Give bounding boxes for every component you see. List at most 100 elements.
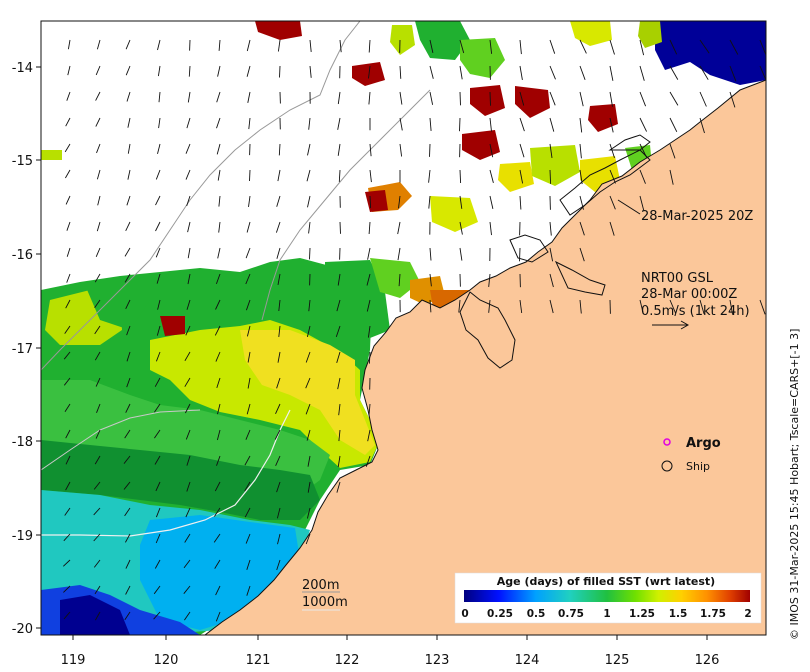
current-arrow xyxy=(275,455,281,466)
sst-patch-yellow-n xyxy=(570,21,612,46)
plot-frame xyxy=(40,20,767,636)
current-arrow xyxy=(306,169,311,182)
current-arrow xyxy=(65,117,71,127)
current-arrow xyxy=(459,247,463,261)
current-arrow xyxy=(154,559,161,569)
current-arrow xyxy=(63,351,71,360)
current-arrow xyxy=(699,117,705,134)
contour-1000m-label: 1000m xyxy=(302,595,348,610)
sst-dark-green xyxy=(41,440,320,520)
lon-tick-125: 125 xyxy=(605,653,630,668)
current-arrow xyxy=(549,273,554,288)
sst-patch-red-8 xyxy=(160,316,185,336)
current-arrow xyxy=(125,221,131,231)
current-arrow xyxy=(158,117,161,129)
current-arrow xyxy=(215,273,221,285)
sst-patch-red-5 xyxy=(255,21,302,40)
current-arrow xyxy=(338,429,341,442)
current-arrow xyxy=(95,247,101,257)
current-arrow xyxy=(66,273,71,283)
current-arrow xyxy=(308,221,311,234)
argo-marker-icon xyxy=(663,438,671,446)
current-arrow xyxy=(185,169,191,180)
current-arrow xyxy=(549,299,554,314)
current-arrow xyxy=(94,273,101,283)
sst-field xyxy=(41,21,766,635)
current-arrow xyxy=(63,585,71,593)
current-arrow xyxy=(429,143,431,157)
lon-axis xyxy=(72,635,708,640)
current-arrow xyxy=(338,169,341,182)
argo-label: Argo xyxy=(686,436,721,451)
current-arrow xyxy=(489,143,494,158)
current-arrow xyxy=(759,299,766,315)
current-arrow xyxy=(63,533,71,542)
current-arrow xyxy=(305,403,311,415)
current-arrow xyxy=(699,39,710,54)
current-arrow xyxy=(369,169,372,183)
current-arrow xyxy=(669,169,674,185)
current-arrow xyxy=(95,91,101,101)
current-arrow xyxy=(459,195,463,209)
current-arrow xyxy=(184,377,191,387)
current-arrow xyxy=(155,481,161,492)
current-arrow xyxy=(369,195,372,209)
current-arrow xyxy=(154,377,161,387)
current-arrow xyxy=(125,559,131,569)
current-arrow xyxy=(428,195,431,209)
current-arrow xyxy=(368,403,371,416)
current-arrow xyxy=(639,169,646,184)
current-arrow xyxy=(126,351,131,362)
current-arrow xyxy=(184,351,191,362)
current-arrow xyxy=(276,507,281,519)
current-arrow xyxy=(216,117,221,129)
current-arrow xyxy=(124,611,131,621)
current-arrow xyxy=(274,429,281,440)
current-arrow xyxy=(214,481,221,492)
lon-tick-121: 121 xyxy=(246,653,271,668)
current-arrow xyxy=(186,455,191,466)
current-arrow xyxy=(94,325,101,335)
current-arrow xyxy=(213,533,221,543)
current-arrow xyxy=(96,143,101,154)
current-arrow xyxy=(579,39,587,54)
ship-label: Ship xyxy=(686,460,710,473)
current-arrow xyxy=(519,247,521,262)
current-arrow xyxy=(247,91,251,103)
current-arrow xyxy=(459,39,465,54)
current-arrow xyxy=(217,169,221,181)
current-arrow xyxy=(579,247,585,262)
current-arrow xyxy=(307,195,311,208)
lon-tick-119: 119 xyxy=(61,653,86,668)
current-arrow xyxy=(94,585,101,595)
legend-tick-0: 0 xyxy=(461,608,468,620)
current-arrow xyxy=(519,169,524,184)
current-arrow xyxy=(244,481,251,492)
current-arrow xyxy=(459,91,461,106)
legend-title: Age (days) of filled SST (wrt latest) xyxy=(497,575,715,588)
current-arrow xyxy=(214,325,221,336)
current-arrow xyxy=(549,143,553,158)
current-arrow xyxy=(125,585,131,595)
current-arrow xyxy=(489,117,492,132)
current-arrow xyxy=(216,455,221,466)
current-arrow xyxy=(127,117,131,128)
current-arrow xyxy=(579,299,582,314)
current-arrow xyxy=(308,299,311,312)
current-arrow xyxy=(337,455,341,468)
current-arrow xyxy=(125,533,131,543)
current-arrow xyxy=(367,429,371,442)
current-arrow xyxy=(186,481,191,492)
current-arrow xyxy=(277,533,281,545)
current-arrow xyxy=(459,169,462,184)
current-arrow xyxy=(275,403,281,414)
current-arrow xyxy=(429,247,432,261)
current-arrow xyxy=(244,507,251,518)
current-arrow xyxy=(489,91,491,106)
legend-tick-175: 1.75 xyxy=(700,608,726,620)
legend-tick-025: 0.25 xyxy=(487,608,513,620)
legend-tick-15: 1.5 xyxy=(669,608,688,620)
current-arrow xyxy=(669,143,676,159)
current-arrow xyxy=(153,585,161,595)
current-arrow xyxy=(579,195,584,210)
